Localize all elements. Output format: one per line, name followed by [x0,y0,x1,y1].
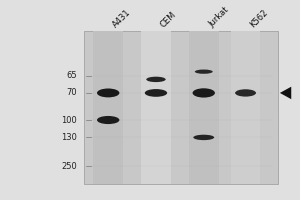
Text: 130: 130 [61,133,77,142]
Text: K562: K562 [248,8,270,29]
Bar [189,31,219,184]
Text: 70: 70 [66,88,77,97]
Text: CEM: CEM [159,10,178,29]
Bar [231,31,260,184]
Ellipse shape [193,88,215,98]
Bar [93,31,123,184]
Ellipse shape [97,88,119,97]
Ellipse shape [235,89,256,97]
Text: Jurkat: Jurkat [207,5,230,29]
Polygon shape [280,87,291,99]
Text: 250: 250 [61,162,77,171]
Text: 65: 65 [66,71,77,80]
Text: 100: 100 [61,116,77,125]
Ellipse shape [146,77,166,82]
Bar [141,31,171,184]
Ellipse shape [195,70,213,74]
Ellipse shape [145,89,167,97]
Text: A431: A431 [111,7,133,29]
Ellipse shape [193,135,214,140]
Ellipse shape [97,116,119,124]
Bar [84,31,278,184]
